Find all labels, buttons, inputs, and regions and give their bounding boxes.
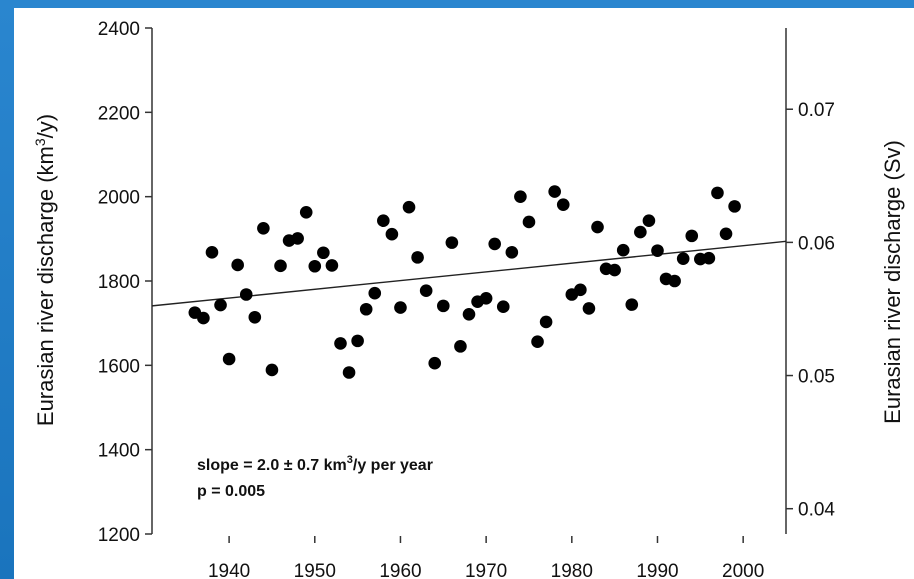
data-point xyxy=(428,356,442,370)
data-point xyxy=(702,251,716,265)
x-tick-label: 1970 xyxy=(465,561,507,579)
y-tick-label: 2000 xyxy=(98,188,140,209)
data-point xyxy=(325,259,339,272)
y-tick-label: 1400 xyxy=(98,441,140,462)
data-point xyxy=(351,334,364,348)
x-tick-label: 1980 xyxy=(551,561,593,579)
y-tick-label: 2400 xyxy=(98,19,140,40)
data-point xyxy=(522,215,536,229)
y2-tick-label: 0.07 xyxy=(798,100,835,121)
data-point xyxy=(616,243,630,257)
data-point xyxy=(377,214,390,228)
data-point xyxy=(582,302,596,315)
data-point xyxy=(402,200,416,214)
data-point xyxy=(634,225,647,239)
data-point xyxy=(625,298,639,311)
data-point xyxy=(462,308,476,321)
data-point xyxy=(668,274,681,288)
data-point xyxy=(257,221,270,235)
data-point xyxy=(334,337,347,350)
p-value-annotation: p = 0.005 xyxy=(197,483,265,500)
y2-tick-label: 0.06 xyxy=(798,233,835,254)
data-point xyxy=(711,186,724,200)
x-tick-label: 1940 xyxy=(208,561,250,579)
data-point xyxy=(291,232,304,245)
data-point xyxy=(531,335,544,349)
y2-tick-label: 0.05 xyxy=(798,367,835,388)
data-point xyxy=(239,288,253,301)
data-point xyxy=(496,300,510,314)
data-point xyxy=(411,251,424,264)
data-point xyxy=(214,298,227,312)
data-point xyxy=(222,352,236,366)
data-point xyxy=(274,259,287,273)
data-point xyxy=(574,283,587,297)
data-point xyxy=(394,301,407,314)
data-point xyxy=(359,302,373,316)
y-tick-label: 1600 xyxy=(98,356,140,377)
y-axis-title: Eurasian river discharge (km3/y) xyxy=(32,114,58,426)
data-point xyxy=(591,220,604,234)
trend-line-group xyxy=(151,240,787,307)
data-point xyxy=(419,284,433,297)
y2-axis-title: Eurasian river discharge (Sv) xyxy=(880,140,905,424)
x-tick-label: 1960 xyxy=(379,561,421,579)
axes: 1200 1400 1600 1800 2000 2200 2400 0.04 0.05 0.06… xyxy=(98,19,836,579)
x-tick-label: 2000 xyxy=(722,561,764,579)
data-point xyxy=(342,366,356,379)
data-point xyxy=(445,236,459,249)
data-point xyxy=(651,244,664,257)
data-point xyxy=(556,198,570,211)
data-point xyxy=(317,246,330,260)
chart-panel xyxy=(14,8,914,579)
data-point xyxy=(205,246,219,259)
data-point xyxy=(488,237,502,251)
data-point xyxy=(608,263,621,277)
data-point xyxy=(436,299,450,313)
y2-tick-label: 0.04 xyxy=(798,500,835,521)
data-point xyxy=(514,190,527,203)
data-point xyxy=(539,315,553,329)
y-tick-label: 1200 xyxy=(98,525,140,546)
data-point xyxy=(265,363,279,377)
data-point xyxy=(308,259,322,273)
data-point xyxy=(505,246,519,259)
data-point xyxy=(231,258,244,272)
data-points xyxy=(188,185,741,379)
data-point xyxy=(719,227,733,241)
y-tick-label: 1800 xyxy=(98,272,140,293)
data-point xyxy=(368,286,382,300)
x-tick-label: 1950 xyxy=(294,561,336,579)
slope-annotation: slope = 2.0 ± 0.7 km3/y per year xyxy=(197,454,433,474)
data-point xyxy=(248,310,262,324)
data-point xyxy=(454,340,467,353)
trend-line xyxy=(151,240,787,307)
data-point xyxy=(479,291,493,305)
data-point xyxy=(385,227,399,241)
data-point xyxy=(548,185,561,198)
y-tick-label: 2200 xyxy=(98,103,140,124)
data-point xyxy=(728,200,741,213)
data-point xyxy=(299,205,313,219)
x-tick-label: 1990 xyxy=(636,561,678,579)
data-point xyxy=(197,311,210,325)
data-point xyxy=(676,252,690,265)
data-point xyxy=(685,229,699,243)
data-point xyxy=(642,214,656,228)
